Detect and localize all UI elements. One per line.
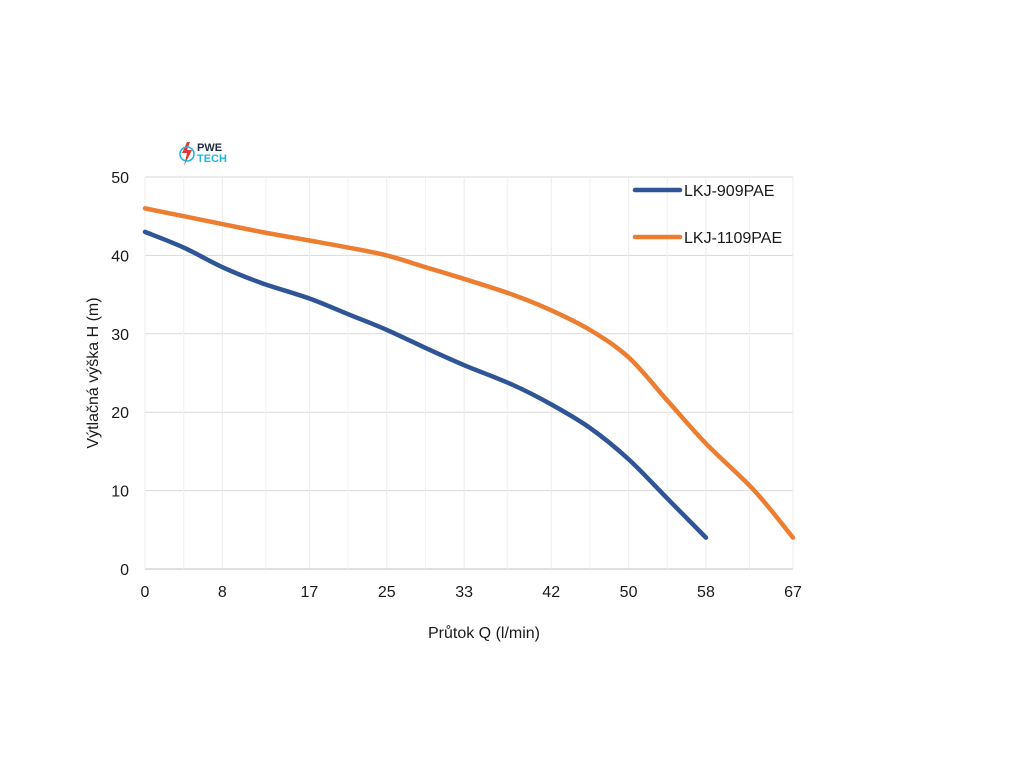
series-line-lkj-1109pae: [142, 206, 796, 540]
logo-bolt-icon: [182, 142, 192, 166]
y-tick-label: 10: [111, 484, 129, 501]
logo-line1: PWE: [197, 142, 222, 154]
x-tick-label: 58: [697, 584, 715, 601]
tick-labels: 0 10 20 30 40 50 0 8 17 25 33 42 50 58 67: [111, 170, 802, 601]
pwe-tech-logo: PWE TECH: [179, 142, 227, 166]
logo-ring-icon: [179, 146, 195, 162]
x-tick-label: 8: [218, 584, 227, 601]
x-axis-title: Průtok Q (l/min): [428, 624, 540, 642]
y-tick-label: 30: [111, 327, 129, 344]
series-layer: [142, 206, 796, 540]
grid: [144, 176, 794, 570]
x-tick-label: 50: [620, 584, 638, 601]
series-line-lkj-909pae: [142, 229, 709, 540]
y-tick-label: 20: [111, 405, 129, 422]
x-tick-label: 25: [378, 584, 396, 601]
x-tick-label: 67: [784, 584, 802, 601]
y-tick-label: 50: [111, 170, 129, 187]
logo-line2: TECH: [197, 153, 227, 165]
legend-label: LKJ-1109PAE: [684, 230, 782, 247]
x-tick-label: 17: [301, 584, 319, 601]
x-tick-label: 33: [455, 584, 473, 601]
x-tick-label: 0: [141, 584, 150, 601]
y-tick-label: 40: [111, 248, 129, 265]
legend: LKJ-909PAE LKJ-1109PAE: [632, 183, 782, 247]
legend-label: LKJ-909PAE: [684, 183, 774, 200]
x-tick-label: 42: [542, 584, 560, 601]
y-tick-label: 0: [120, 562, 129, 579]
y-axis-title: Výtlačná výška H (m): [85, 297, 102, 448]
